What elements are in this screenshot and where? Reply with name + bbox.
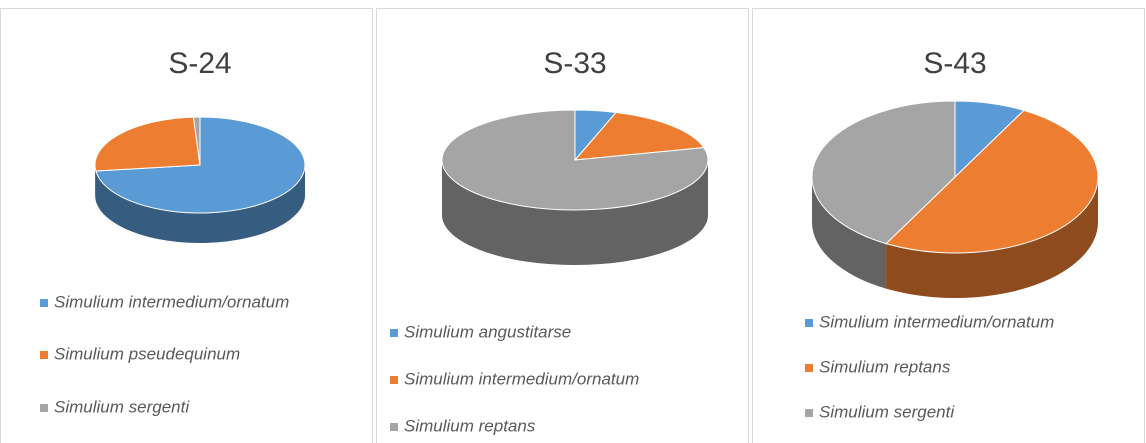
chart-title: S-24 (168, 47, 231, 80)
chart-title: S-43 (923, 47, 986, 80)
legend-label: Simulium sergenti (54, 397, 190, 416)
legend-label: Simulium intermedium/ornatum (54, 292, 289, 311)
legend-label: Simulium reptans (819, 357, 951, 376)
pie-slice (811, 100, 956, 245)
legend-swatch (40, 404, 48, 412)
legend-swatch (390, 376, 398, 384)
legend-swatch (805, 409, 813, 417)
pie-side-shade (442, 160, 708, 265)
legend-swatch (390, 329, 398, 337)
chart-title: S-33 (543, 47, 606, 80)
pie-side (95, 165, 96, 202)
legend-swatch (40, 299, 48, 307)
pie-side-shade (812, 177, 887, 289)
legend-swatch (805, 319, 813, 327)
pie-side (442, 160, 708, 265)
pie-slice (441, 109, 709, 211)
legend-label: Simulium angustitarse (404, 322, 571, 341)
pie-side-shade (95, 165, 96, 202)
pie-side (886, 177, 1098, 298)
pie-side-shade (95, 165, 305, 244)
legend-swatch (40, 351, 48, 359)
legend-label: Simulium intermedium/ornatum (404, 369, 639, 388)
legend-swatch (390, 423, 398, 431)
pie-slice (885, 109, 1099, 254)
pie-slice (573, 111, 705, 161)
pie-slice (192, 116, 201, 166)
pie-side (812, 177, 887, 289)
pie-side-shade (886, 177, 1098, 298)
legend-swatch (805, 364, 813, 372)
legend-label: Simulium pseudequinum (54, 344, 240, 363)
legend-label: Simulium sergenti (819, 402, 955, 421)
legend-label: Simulium intermedium/ornatum (819, 312, 1054, 331)
legend-label: Simulium reptans (404, 416, 536, 435)
pie-slice (94, 116, 201, 172)
pie-side (95, 165, 305, 244)
